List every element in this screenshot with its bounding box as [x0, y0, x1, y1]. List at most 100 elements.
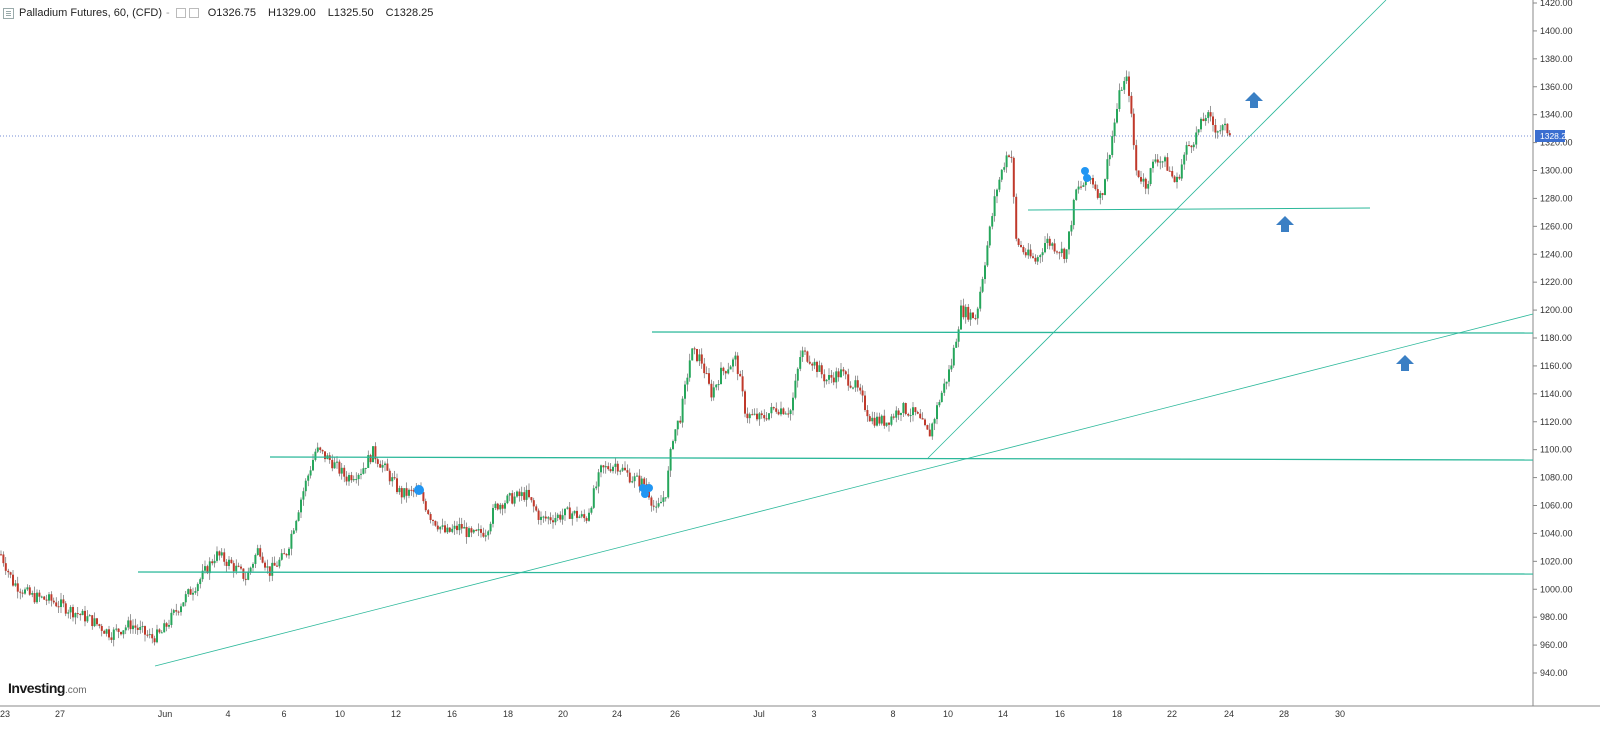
candle-body	[1190, 145, 1193, 148]
long-trendline[interactable]	[154, 313, 1534, 667]
candle-body	[408, 489, 410, 496]
candle-body	[184, 594, 187, 603]
candle-body	[376, 459, 379, 464]
candle-body	[79, 614, 82, 616]
candle-body	[1034, 257, 1037, 262]
candle-body	[475, 529, 478, 531]
candle-body	[31, 593, 34, 595]
candle-body	[117, 628, 120, 632]
candle-body	[576, 510, 578, 518]
candle-body	[1032, 256, 1034, 258]
candle-body	[283, 553, 286, 555]
candle-body	[422, 492, 425, 502]
candle-body	[657, 503, 660, 507]
candle-body	[156, 629, 158, 643]
candle-body	[158, 629, 161, 633]
y-tick-label: 1400.00	[1540, 26, 1573, 36]
settings-toggle-icon[interactable]	[188, 8, 199, 18]
candle-body	[770, 407, 773, 414]
steep-trendline[interactable]	[927, 0, 1387, 459]
candle-body	[655, 506, 658, 508]
candle-body	[552, 520, 554, 523]
candle-body	[302, 491, 305, 500]
low-value: L1325.50	[327, 7, 374, 19]
candle-body	[820, 365, 823, 375]
symbol-title[interactable]: Palladium Futures, 60, (CFD)	[19, 7, 163, 19]
candle-body	[758, 413, 761, 420]
candle-body	[1216, 131, 1219, 133]
candle-body	[187, 589, 190, 595]
chart-menu-icon[interactable]	[3, 7, 14, 19]
candle-body	[669, 449, 672, 471]
candle-body	[892, 416, 895, 418]
candle-body	[808, 361, 811, 364]
candle-body	[888, 422, 890, 425]
support-line-1105[interactable]	[269, 456, 1534, 461]
candle-body	[266, 566, 269, 568]
candle-body	[619, 470, 622, 472]
support-line-1278[interactable]	[1027, 207, 1371, 211]
candle-body	[1068, 231, 1070, 250]
candle-body	[1228, 133, 1231, 136]
candle-body	[792, 397, 794, 411]
candle-body	[448, 527, 451, 532]
candle-body	[4, 563, 7, 571]
candle-body	[436, 525, 439, 530]
candle-body	[319, 447, 322, 450]
candle-body	[952, 347, 955, 366]
candle-body	[712, 387, 715, 398]
resistance-line-1190[interactable]	[651, 331, 1534, 334]
candle-body	[1185, 145, 1188, 155]
candle-body	[1020, 244, 1022, 247]
candle-body	[386, 463, 389, 471]
candle-body	[988, 226, 991, 246]
candle-body	[244, 578, 247, 580]
close-value: C1328.25	[385, 7, 434, 19]
event-marker-icon[interactable]	[414, 485, 424, 495]
event-marker-icon[interactable]	[1081, 167, 1089, 175]
candle-body	[626, 470, 629, 473]
candle-body	[772, 407, 775, 409]
candle-body	[955, 341, 958, 348]
candle-body	[206, 566, 209, 574]
candle-body	[993, 196, 996, 217]
support-line-1025[interactable]	[137, 571, 1534, 575]
candle-body	[964, 306, 967, 318]
candle-body	[295, 520, 298, 531]
candle-body	[787, 413, 790, 415]
candle-body	[1008, 155, 1010, 157]
candle-body	[338, 461, 341, 474]
candle-body	[1168, 170, 1171, 172]
candle-body	[936, 405, 938, 420]
candle-body	[830, 375, 833, 378]
y-tick-label: 1160.00	[1540, 361, 1572, 371]
event-marker-icon[interactable]	[641, 490, 649, 498]
candle-body	[331, 459, 334, 469]
x-tick-label: 27	[55, 709, 65, 719]
candle-body	[1192, 144, 1195, 148]
candle-body	[871, 417, 874, 422]
candle-body	[261, 556, 264, 563]
hide-toggle-icon[interactable]	[175, 8, 186, 18]
candle-body	[972, 312, 974, 319]
x-tick-label: 28	[1279, 709, 1289, 719]
candle-body	[520, 492, 523, 497]
candle-body	[957, 329, 960, 342]
candle-body	[717, 384, 720, 386]
candle-body	[463, 526, 466, 529]
candle-body	[1015, 196, 1018, 239]
price-axis[interactable]: 940.00 960.00 980.00 1000.00 1020.00 1040.00 1…	[1533, 0, 1573, 678]
candle-body	[1012, 157, 1015, 197]
candle-body	[844, 371, 847, 375]
candle-body	[1060, 248, 1063, 254]
time-axis[interactable]: 23 27 Jun 4 6 10 12 16 18 20 24 26 Jul 3 8 10 14 16 18 22 24…	[0, 709, 1345, 719]
candle-body	[480, 529, 482, 533]
candle-body	[1144, 178, 1147, 189]
event-marker-icon[interactable]	[1083, 174, 1091, 182]
candle-body	[756, 413, 758, 420]
candle-body	[484, 535, 487, 537]
event-markers	[414, 167, 1091, 498]
candle-body	[60, 599, 62, 608]
event-marker-icon[interactable]	[645, 484, 653, 492]
